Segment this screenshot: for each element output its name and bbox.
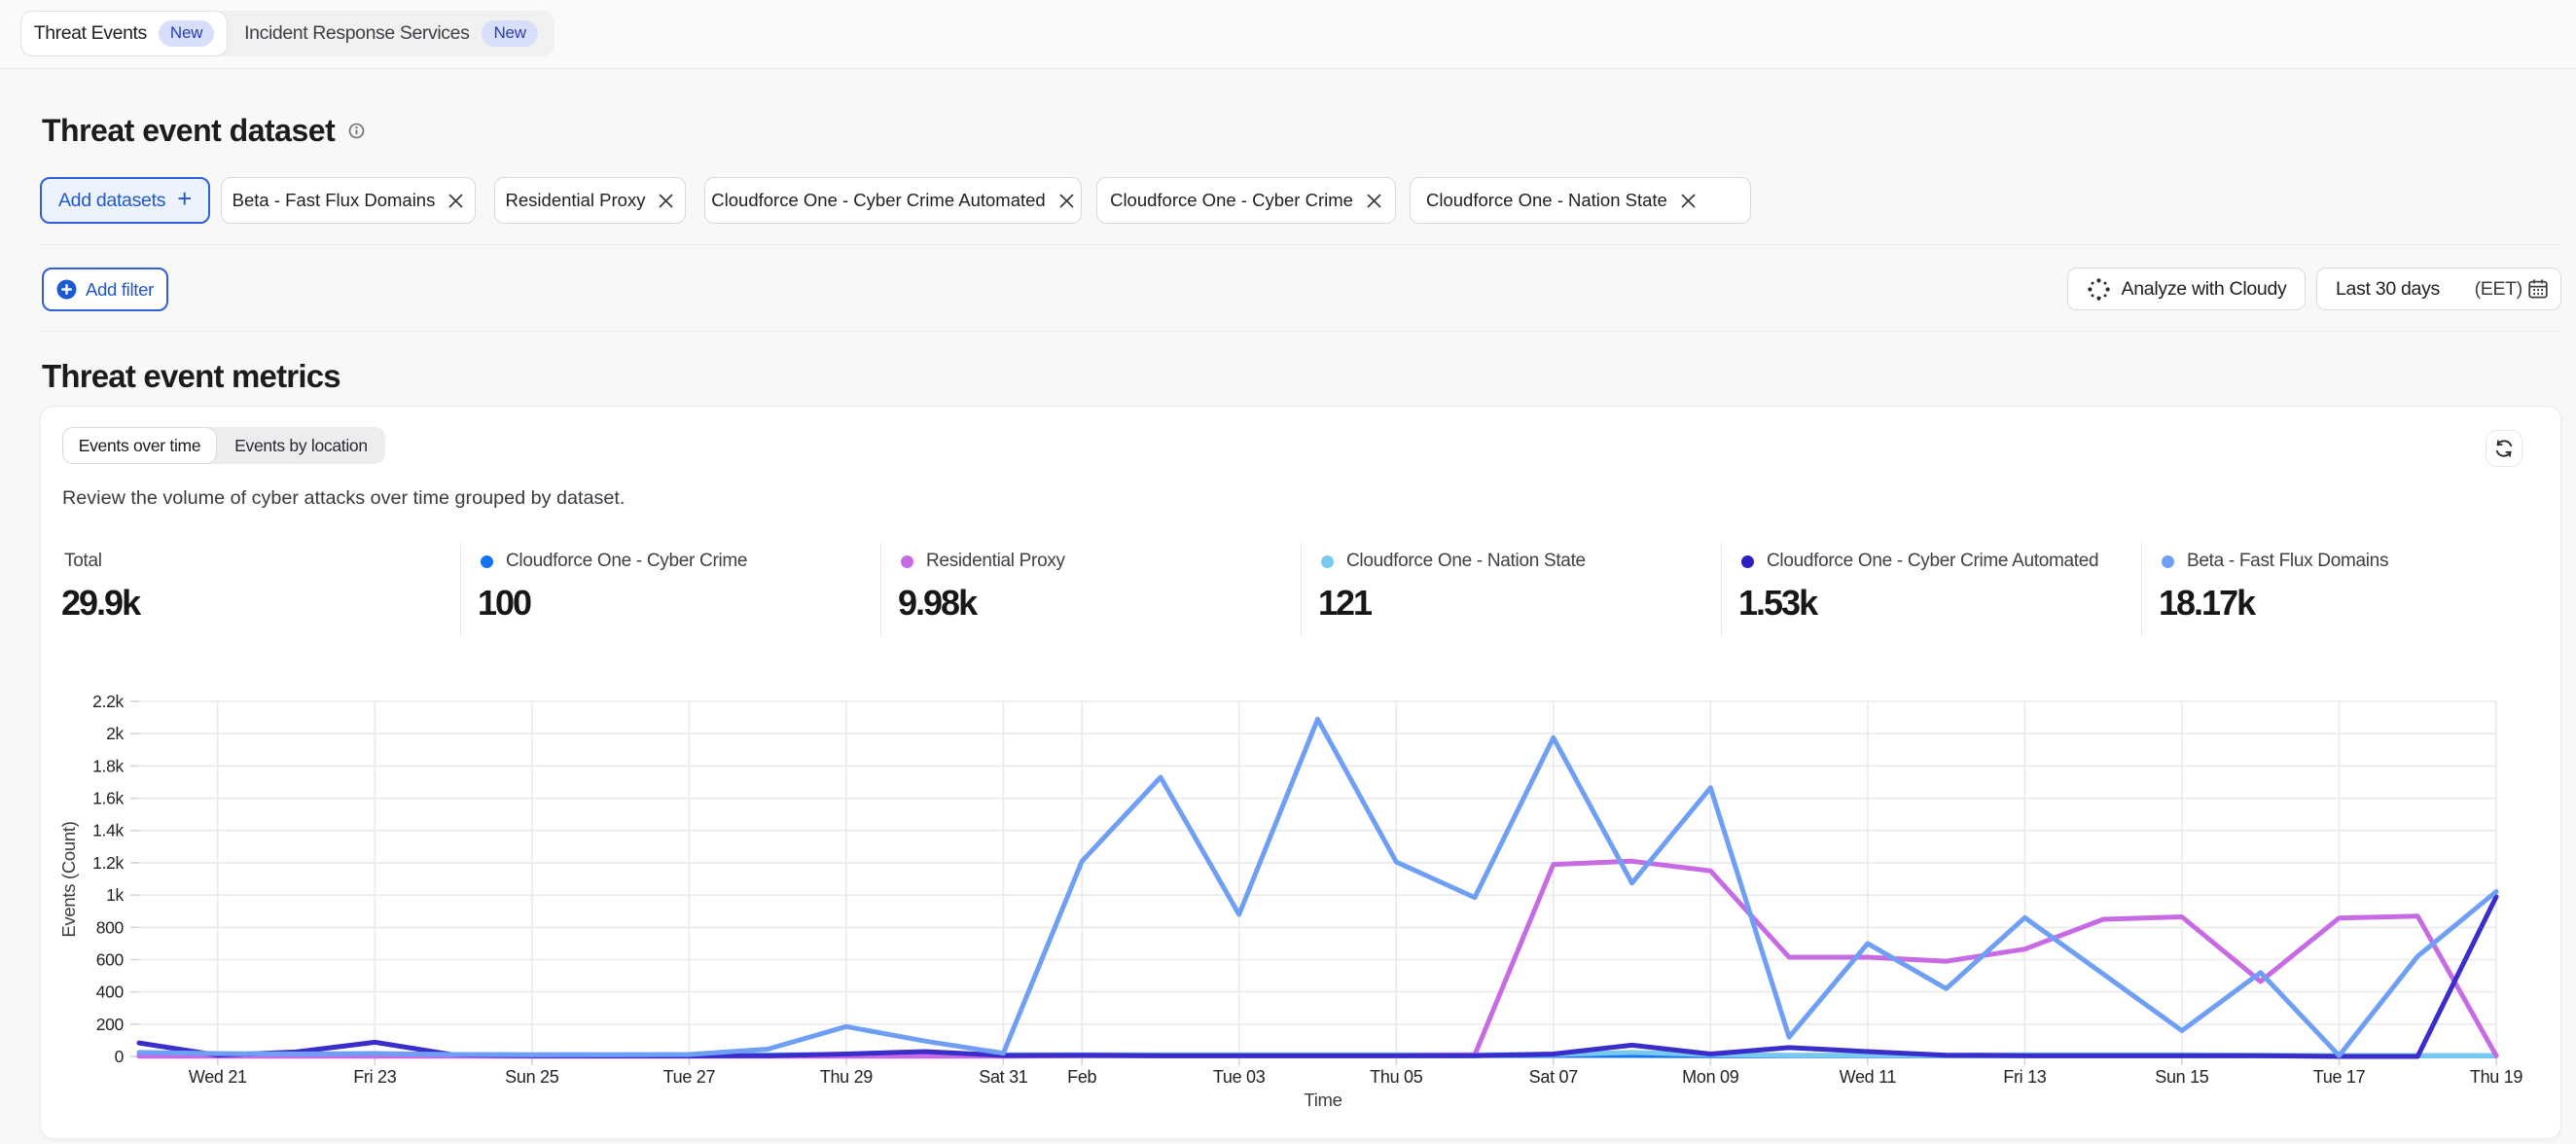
svg-text:Wed 11: Wed 11	[1840, 1067, 1897, 1087]
svg-text:2k: 2k	[106, 724, 124, 743]
svg-text:Events (Count): Events (Count)	[58, 821, 79, 937]
svg-text:600: 600	[96, 950, 125, 970]
svg-text:Fri 23: Fri 23	[353, 1067, 397, 1087]
svg-text:1.6k: 1.6k	[92, 789, 124, 808]
svg-text:Thu 19: Thu 19	[2470, 1067, 2523, 1087]
svg-text:Sun 15: Sun 15	[2155, 1067, 2209, 1087]
svg-text:Wed 21: Wed 21	[189, 1067, 247, 1087]
svg-text:Tue 17: Tue 17	[2313, 1067, 2366, 1087]
svg-text:800: 800	[96, 917, 125, 937]
svg-text:Tue 27: Tue 27	[663, 1067, 716, 1087]
svg-text:Mon 09: Mon 09	[1682, 1067, 1739, 1087]
svg-text:Sun 25: Sun 25	[505, 1067, 559, 1087]
svg-text:400: 400	[96, 983, 125, 1002]
svg-text:Sat 31: Sat 31	[979, 1067, 1028, 1087]
svg-text:Tue 03: Tue 03	[1213, 1067, 1266, 1087]
svg-text:Sat 07: Sat 07	[1529, 1067, 1579, 1087]
svg-text:Feb: Feb	[1067, 1067, 1096, 1087]
svg-text:Thu 29: Thu 29	[820, 1067, 874, 1087]
svg-text:Time: Time	[1304, 1090, 1342, 1110]
svg-text:1.4k: 1.4k	[92, 821, 124, 840]
svg-text:0: 0	[115, 1047, 125, 1066]
svg-text:200: 200	[96, 1015, 125, 1034]
svg-text:2.2k: 2.2k	[92, 692, 124, 711]
svg-text:Fri 13: Fri 13	[2003, 1067, 2047, 1087]
svg-text:1k: 1k	[106, 885, 124, 905]
svg-text:Thu 05: Thu 05	[1370, 1067, 1423, 1087]
svg-text:1.2k: 1.2k	[92, 853, 124, 873]
svg-text:1.8k: 1.8k	[92, 756, 124, 775]
